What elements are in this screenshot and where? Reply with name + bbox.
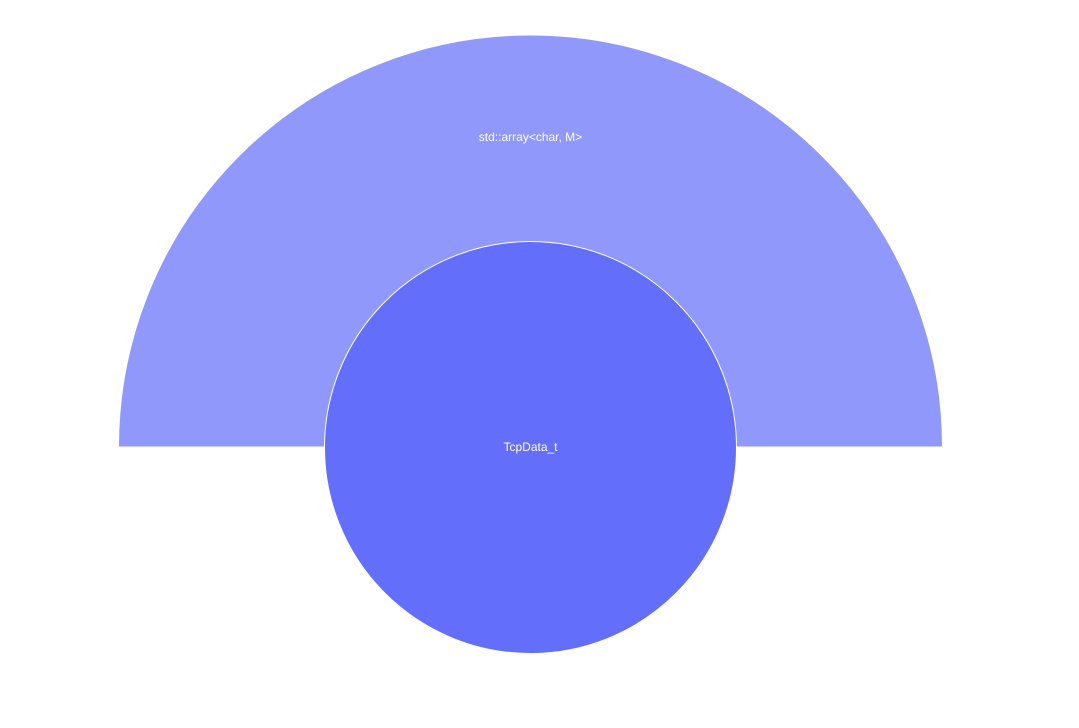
sunburst-arcs: [117, 34, 944, 654]
sunburst-label-child-0: std::array<char, M>: [479, 130, 582, 144]
sunburst-label-root: TcpData_t: [503, 440, 558, 454]
sunburst-labels: std::array<char, M>TcpData_t: [479, 130, 582, 454]
sunburst-segment-root[interactable]: [324, 241, 737, 654]
